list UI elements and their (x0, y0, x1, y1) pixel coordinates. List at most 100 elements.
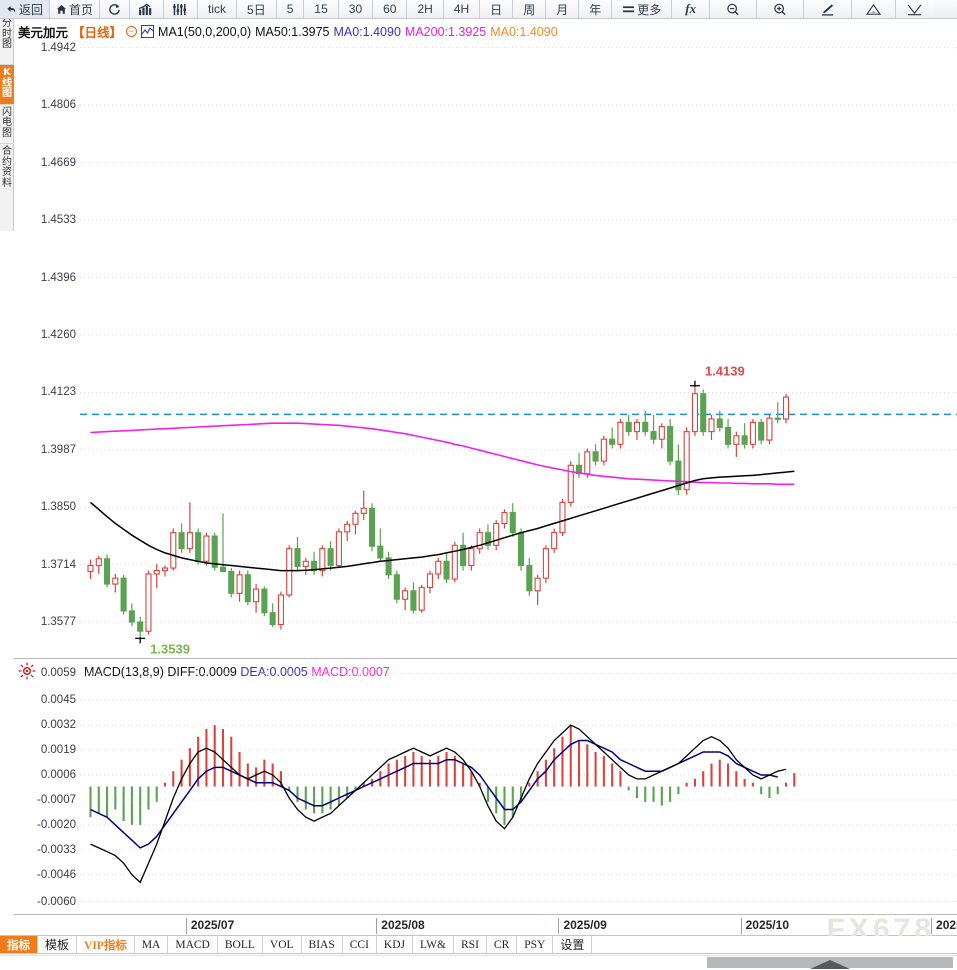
macd-tick-label: -0.0033 (36, 843, 76, 856)
top-toolbar: 返回 首页 tick 5日 (0, 0, 957, 19)
indicator-tab-[interactable]: 模板 (38, 936, 78, 953)
macd-tick-label: -0.0007 (36, 793, 76, 806)
price-tick-label: 1.4396 (40, 271, 76, 284)
tab-period-4h[interactable]: 4H (443, 0, 481, 18)
scroll-up-arrow-icon[interactable] (810, 960, 850, 969)
horizontal-scrollbar[interactable] (0, 955, 957, 970)
macd-legend: MACD(13,8,9) DIFF:0.0009 DEA:0.0005 MACD… (84, 665, 390, 679)
indicator-tab-bias[interactable]: BIAS (302, 936, 343, 953)
indicator-tab-rsi[interactable]: RSI (454, 936, 487, 953)
price-tick-label: 1.3850 (40, 501, 76, 514)
ma-params: MA1(50,0,200,0) (158, 24, 252, 39)
indicator-tab-kdj[interactable]: KDJ (377, 936, 414, 953)
price-axis: 1.4942 1.4806 1.4669 1.4533 1.4396 1.4260 1.41… (14, 19, 80, 658)
home-icon (56, 4, 67, 14)
symbol-name: 美元加元 (18, 26, 69, 40)
draw-line-button[interactable] (804, 0, 853, 18)
hamburger-icon (623, 5, 635, 12)
zoom-out-icon (727, 3, 739, 15)
indicator-tab-bar: 指标 模板 VIP指标 MA MACD BOLL VOL BIAS CCI KDJ LW& RSI CR… (0, 936, 957, 954)
tab-five-day[interactable]: 5日 (237, 0, 277, 18)
date-tick-label: 2025/11 (931, 918, 957, 934)
sun-settings-icon[interactable] (18, 662, 36, 680)
sidebar-item-timeshare[interactable]: 分时图 (0, 19, 14, 65)
tab-period-2h[interactable]: 2H (407, 0, 444, 18)
price-tick-label: 1.4942 (40, 41, 76, 54)
macd-tick-label: 0.0019 (40, 744, 76, 757)
macd-tick-label: -0.0046 (36, 868, 76, 881)
sidebar-item-contract-info[interactable]: 合约资料 (2, 146, 12, 189)
home-button[interactable]: 首页 (50, 0, 101, 18)
price-tick-label: 1.3987 (40, 443, 76, 456)
macd-tick-label: -0.0060 (36, 895, 76, 908)
indicator-tab-[interactable]: 设置 (553, 936, 593, 953)
tab-period-year[interactable]: 年 (579, 0, 613, 18)
macd-tick-label: 0.0045 (40, 694, 76, 707)
date-tick-label: 2025/10 (740, 918, 789, 934)
tab-period-day[interactable]: 日 (480, 0, 514, 18)
indicator-tab-ma[interactable]: MA (135, 936, 169, 953)
period-low-label: 1.3539 (150, 641, 190, 656)
zoom-out-button[interactable] (710, 0, 758, 18)
period-label: 【日线】 (72, 26, 123, 40)
fx-button[interactable]: fx (672, 0, 711, 18)
back-arrow-icon (7, 5, 16, 13)
price-tick-label: 1.4533 (40, 213, 76, 226)
price-plot-area[interactable]: 1.4139 1.3539 (76, 19, 957, 658)
sidebar-item-lightning[interactable]: 闪电图 (0, 105, 14, 144)
tab-period-5[interactable]: 5 (276, 0, 305, 18)
price-chart-pane[interactable]: 美元加元 【日线】 − MA1(50,0,200,0) MA50:1.3975 … (14, 19, 957, 659)
macd-axis: 0.0059 0.0045 0.0032 0.0019 0.0006 -0.0007 -0.… (14, 660, 80, 914)
date-axis: 2025/07 2025/08 2025/09 2025/10 2025/11 (14, 916, 957, 936)
tab-tick[interactable]: tick (198, 0, 238, 18)
indicator-tab-cr[interactable]: CR (487, 936, 518, 953)
macd-macd-value: MACD:0.0007 (311, 665, 390, 679)
macd-diff-value: DIFF:0.0009 (167, 665, 237, 679)
scrollbar-thumb[interactable] (707, 957, 953, 969)
price-tick-label: 1.3577 (40, 616, 76, 629)
indicator-tab-lw[interactable]: LW& (413, 936, 454, 953)
fx-label: fx (685, 1, 697, 16)
triangle-tool-button[interactable] (852, 0, 897, 18)
more-label: 更多 (637, 2, 662, 17)
indicator-tab-filler (592, 936, 957, 953)
more-button[interactable]: 更多 (612, 0, 673, 18)
macd-tick-label: 0.0059 (40, 667, 76, 680)
chevron-tool-button[interactable] (896, 0, 934, 18)
zoom-in-button[interactable] (757, 0, 805, 18)
macd-pane[interactable]: MACD(13,8,9) DIFF:0.0009 DEA:0.0005 MACD… (14, 660, 957, 915)
sidebar-item-kline[interactable]: K线图 (0, 65, 14, 105)
collapse-icon[interactable]: − (126, 26, 138, 37)
indicator-tab-vip[interactable]: VIP指标 (77, 936, 135, 953)
macd-plot-area[interactable] (76, 660, 957, 914)
tab-period-60[interactable]: 60 (373, 0, 408, 18)
indicator-button[interactable] (164, 0, 199, 18)
tab-period-month[interactable]: 月 (546, 0, 580, 18)
tab-period-week[interactable]: 周 (513, 0, 547, 18)
ma0-orange-value: MA0:1.4090 (490, 24, 558, 39)
chart-type-button[interactable] (130, 0, 165, 18)
back-label: 返回 (19, 2, 44, 17)
price-legend: 美元加元 【日线】 − MA1(50,0,200,0) MA50:1.3975 … (18, 22, 558, 41)
date-tick-label: 2025/07 (185, 918, 234, 934)
home-label: 首页 (69, 2, 94, 17)
indicator-tab-cci[interactable]: CCI (343, 936, 377, 953)
tab-period-15[interactable]: 15 (304, 0, 339, 18)
zoom-in-icon (774, 3, 786, 15)
macd-tick-label: -0.0020 (36, 818, 76, 831)
refresh-button[interactable] (100, 0, 131, 18)
period-high-label: 1.4139 (705, 364, 745, 379)
indicator-tab-[interactable]: 指标 (0, 936, 38, 953)
indicator-tab-macd[interactable]: MACD (168, 936, 218, 953)
indicator-tab-boll[interactable]: BOLL (218, 936, 263, 953)
ma200-value: MA200:1.3925 (404, 24, 487, 39)
price-tick-label: 1.4260 (40, 328, 76, 341)
triangle-icon (866, 3, 882, 15)
chevron-down-icon (907, 4, 922, 15)
tab-period-30[interactable]: 30 (338, 0, 374, 18)
indicator-tab-vol[interactable]: VOL (263, 936, 302, 953)
pencil-line-icon (822, 3, 834, 16)
indicator-tab-psy[interactable]: PSY (517, 936, 554, 953)
macd-tick-label: 0.0032 (40, 719, 76, 732)
back-button[interactable]: 返回 (0, 0, 51, 18)
